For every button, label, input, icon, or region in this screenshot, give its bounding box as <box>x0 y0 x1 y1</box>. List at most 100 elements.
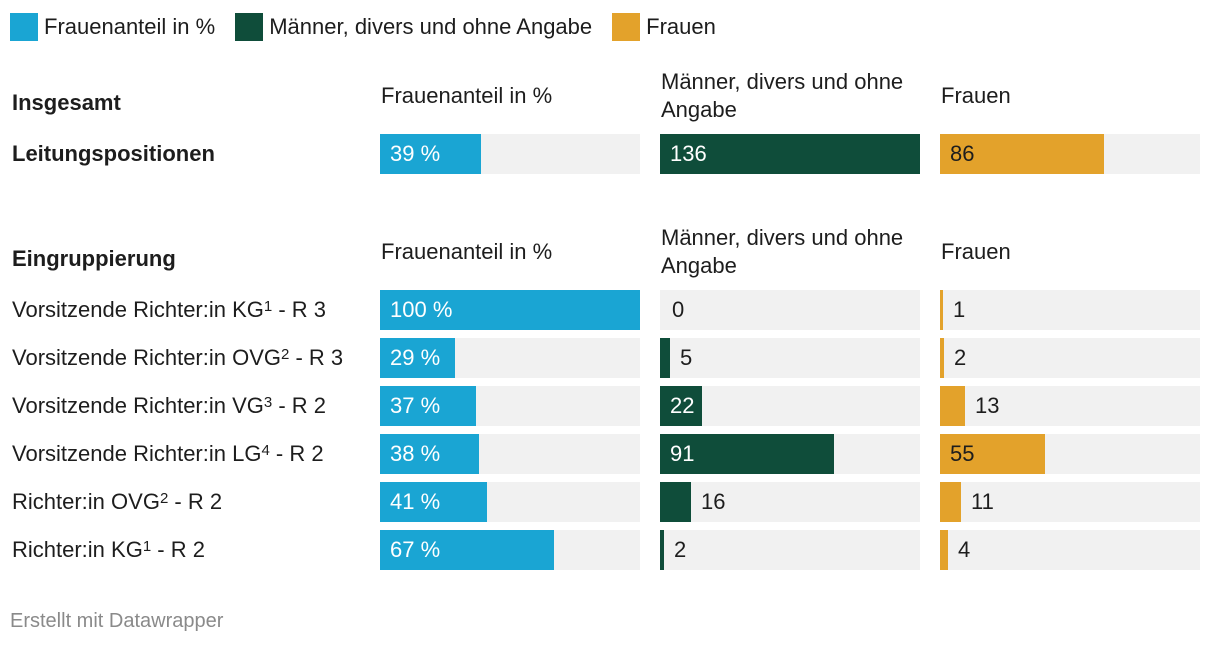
pct-bar-track: 37 % <box>380 386 640 426</box>
legend-label-women: Frauen <box>646 14 716 39</box>
row-label: Leitungspositionen <box>12 141 215 166</box>
pct-value-label: 38 % <box>390 441 441 466</box>
women-bar <box>940 338 944 378</box>
pct-value-label: 67 % <box>390 537 441 562</box>
women-bar-track: 55 <box>940 434 1200 474</box>
pct-bar <box>380 134 481 174</box>
men-value-label: 136 <box>670 141 707 166</box>
column-header-pct: Frauenanteil in % <box>381 83 553 108</box>
row-label: Vorsitzende Richter:in OVG2 - R 3 <box>12 345 344 370</box>
pct-bar-track: 29 % <box>380 338 640 378</box>
section-title: Insgesamt <box>12 90 121 115</box>
table-row: Vorsitzende Richter:in LG4 - R 2 38 % 91 55 <box>0 434 1220 474</box>
footnote-marker: 1 <box>263 298 273 315</box>
pct-value-label: 39 % <box>390 141 441 166</box>
women-bar <box>940 530 948 570</box>
women-value-label: 2 <box>954 345 967 370</box>
column-header-pct: Frauenanteil in % <box>381 239 553 264</box>
pct-bar-track: 39 % <box>380 134 640 174</box>
women-bar-track: 86 <box>940 134 1200 174</box>
men-bar <box>660 434 834 474</box>
women-bar-track: 13 <box>940 386 1200 426</box>
footnote-marker: 2 <box>159 490 169 507</box>
women-bar-track: 11 <box>940 482 1200 522</box>
women-value-label: 55 <box>950 441 975 466</box>
pct-bar-track: 100 % <box>380 290 640 330</box>
pct-value-label: 41 % <box>390 489 441 514</box>
women-value-label: 13 <box>975 393 1000 418</box>
row-label: Vorsitzende Richter:in VG3 - R 2 <box>12 393 327 418</box>
column-header-men: Männer, divers und ohne Angabe <box>661 224 903 280</box>
men-value-label: 22 <box>670 393 695 418</box>
men-bar-track: 16 <box>660 482 920 522</box>
men-bar-track: 91 <box>660 434 920 474</box>
women-value-label: 86 <box>950 141 975 166</box>
row-label: Richter:in KG1 - R 2 <box>12 537 205 562</box>
pct-bar <box>380 530 554 570</box>
footnote-marker: 3 <box>263 394 273 411</box>
legend: Frauenanteil in % Männer, divers und ohn… <box>10 12 736 42</box>
men-value-label: 2 <box>674 537 687 562</box>
column-header-men-line: Angabe <box>661 253 737 278</box>
pct-bar <box>380 338 455 378</box>
women-bar <box>940 386 965 426</box>
row-label: Vorsitzende Richter:in KG1 - R 3 <box>12 297 327 322</box>
women-bar-track: 1 <box>940 290 1200 330</box>
legend-item-pct: Frauenanteil in % <box>10 13 215 41</box>
footnote-marker: 2 <box>281 346 290 363</box>
men-bar <box>660 530 664 570</box>
pct-bar <box>380 482 487 522</box>
table-row: Leitungspositionen 39 % 136 86 <box>0 134 1220 174</box>
men-value-label: 0 <box>672 297 685 322</box>
men-bar-track: 2 <box>660 530 920 570</box>
footer-credit: Erstellt mit Datawrapper <box>10 610 224 632</box>
men-bar <box>660 482 691 522</box>
pct-bar-track: 41 % <box>380 482 640 522</box>
column-header-men-line: Männer, divers und ohne <box>661 69 904 94</box>
section-title: Eingruppierung <box>12 246 176 271</box>
men-bar <box>660 134 920 174</box>
men-bar-track: 5 <box>660 338 920 378</box>
legend-swatch-men <box>235 13 264 41</box>
men-bar-track: 0 <box>660 290 920 330</box>
men-value-label: 16 <box>701 489 726 514</box>
legend-label-pct: Frauenanteil in % <box>44 14 216 39</box>
men-value-label: 91 <box>670 441 695 466</box>
women-bar <box>940 290 943 330</box>
footnote-marker: 4 <box>261 442 270 459</box>
men-bar <box>660 338 670 378</box>
women-bar-track: 2 <box>940 338 1200 378</box>
row-label: Vorsitzende Richter:in LG4 - R 2 <box>12 441 324 466</box>
pct-value-label: 37 % <box>390 393 441 418</box>
column-header-men-line: Angabe <box>661 97 737 122</box>
pct-bar-track: 67 % <box>380 530 640 570</box>
legend-item-men: Männer, divers und ohne Angabe <box>235 13 592 41</box>
women-bar-track: 4 <box>940 530 1200 570</box>
table-row: Richter:in OVG2 - R 2 41 % 16 11 <box>0 482 1220 522</box>
pct-bar <box>380 290 640 330</box>
column-header-men-line: Männer, divers und ohne <box>661 225 904 250</box>
table-row: Richter:in KG1 - R 2 67 % 2 4 <box>0 530 1220 570</box>
men-value-label: 5 <box>680 345 693 370</box>
table-row: Vorsitzende Richter:in KG1 - R 3 100 % 0 1 <box>0 290 1220 330</box>
legend-swatch-pct <box>10 13 38 41</box>
women-value-label: 11 <box>971 489 994 514</box>
row-label: Richter:in OVG2 - R 2 <box>12 489 223 514</box>
pct-bar-track: 38 % <box>380 434 640 474</box>
column-header-women: Frauen <box>941 239 1011 264</box>
legend-swatch-women <box>612 13 641 41</box>
legend-label-men: Männer, divers und ohne Angabe <box>269 14 593 39</box>
women-value-label: 1 <box>953 297 966 322</box>
women-bar <box>940 434 1045 474</box>
women-bar <box>940 134 1104 174</box>
column-header-women: Frauen <box>941 83 1011 108</box>
men-bar-track: 136 <box>660 134 920 174</box>
column-header-men: Männer, divers und ohne Angabe <box>661 68 903 124</box>
pct-value-label: 29 % <box>390 345 441 370</box>
table-row: Vorsitzende Richter:in OVG2 - R 3 29 % 5 2 <box>0 338 1220 378</box>
women-bar <box>940 482 961 522</box>
men-bar <box>660 386 702 426</box>
pct-bar <box>380 434 479 474</box>
table-row: Vorsitzende Richter:in VG3 - R 2 37 % 22 13 <box>0 386 1220 426</box>
women-value-label: 4 <box>958 537 971 562</box>
